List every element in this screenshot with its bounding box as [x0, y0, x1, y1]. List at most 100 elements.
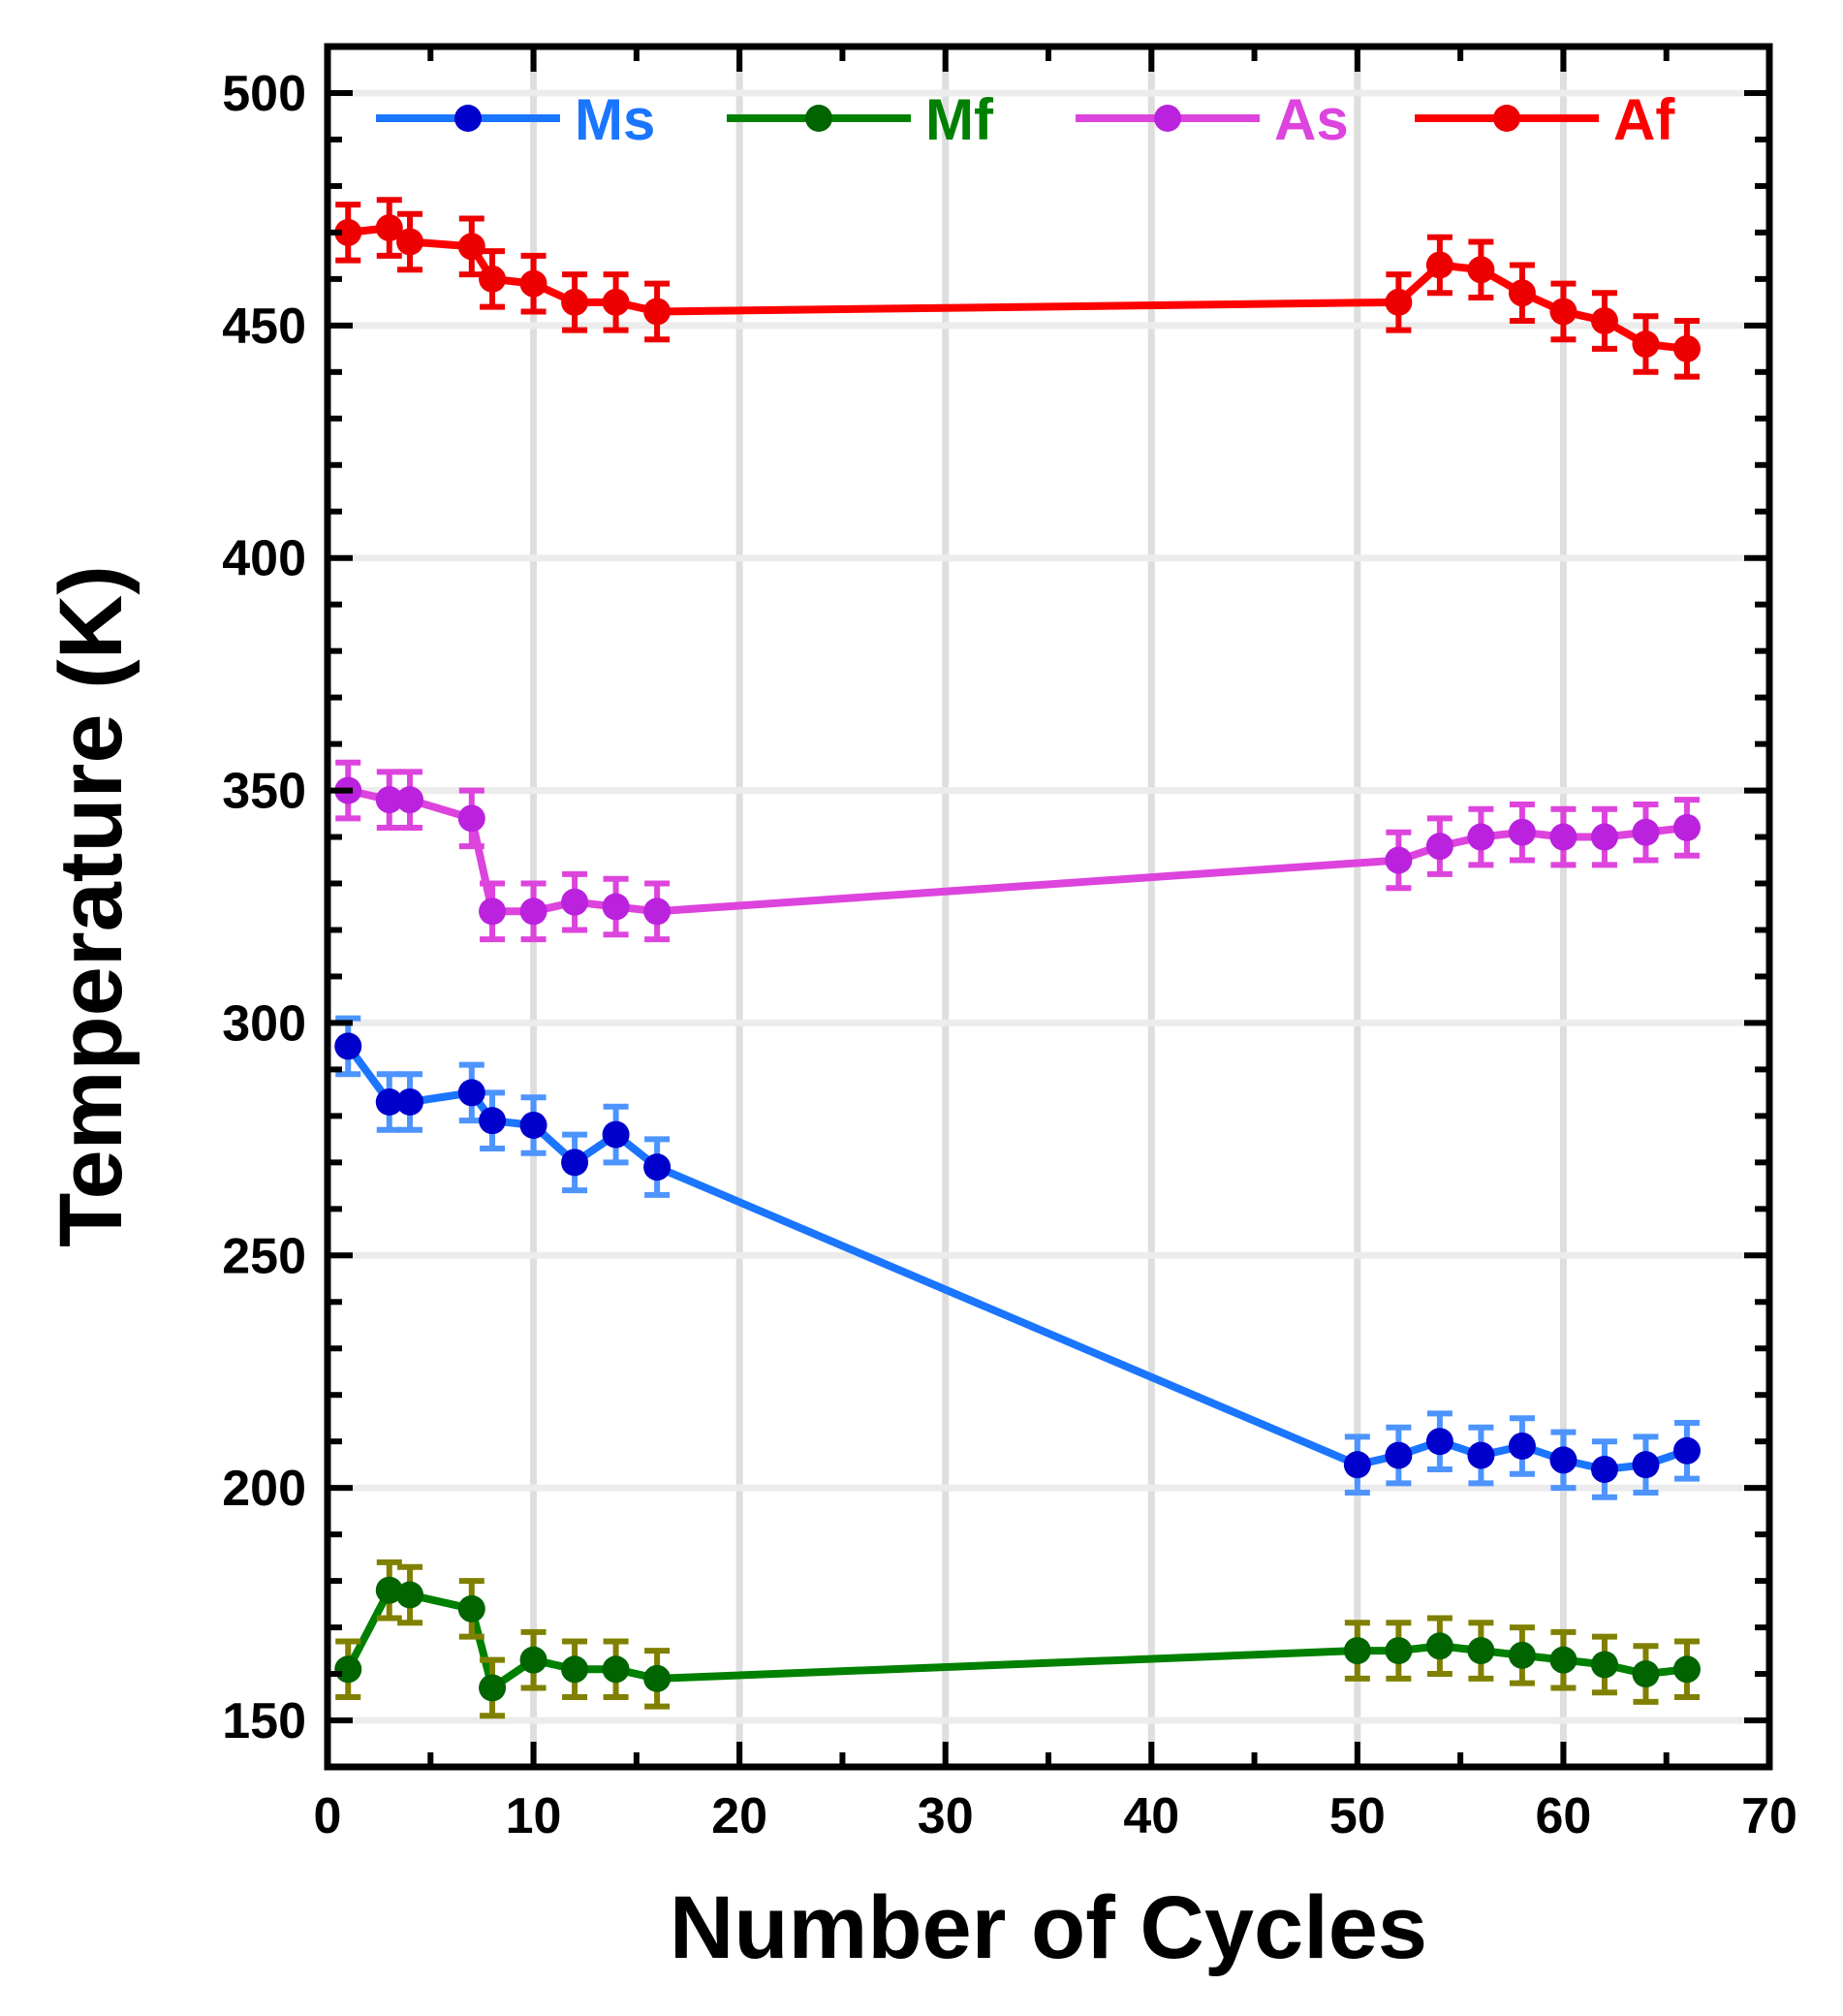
- x-tick-label: 40: [1123, 1788, 1179, 1844]
- data-point-as: [396, 786, 424, 814]
- legend-item-as: As: [1076, 87, 1349, 152]
- legend-label-as: As: [1274, 87, 1349, 152]
- y-axis-title: Temperature (K): [42, 565, 141, 1247]
- y-tick-label: 250: [222, 1228, 306, 1284]
- data-point-as: [1549, 823, 1577, 851]
- data-point-af: [1632, 331, 1660, 359]
- data-point-mf: [1590, 1651, 1618, 1679]
- data-point-af: [1467, 256, 1495, 284]
- data-point-mf: [1549, 1646, 1577, 1674]
- data-point-ms: [602, 1120, 630, 1149]
- data-point-ms: [457, 1079, 485, 1107]
- data-point-ms: [1343, 1451, 1371, 1479]
- data-point-ms: [519, 1111, 547, 1139]
- y-tick-label: 150: [222, 1693, 306, 1749]
- data-point-as: [1385, 846, 1413, 874]
- data-point-mf: [602, 1655, 630, 1684]
- y-tick-label: 200: [222, 1461, 306, 1517]
- data-point-mf: [1508, 1641, 1536, 1669]
- data-point-af: [457, 233, 485, 261]
- legend-marker-as: [1154, 105, 1181, 132]
- data-point-as: [1632, 818, 1660, 846]
- x-tick-label: 30: [918, 1788, 974, 1844]
- data-point-ms: [334, 1032, 362, 1060]
- y-tick-label: 500: [222, 66, 306, 122]
- data-point-mf: [643, 1664, 672, 1692]
- data-point-as: [1508, 818, 1536, 846]
- x-tick-label: 50: [1329, 1788, 1386, 1844]
- data-point-mf: [1467, 1637, 1495, 1665]
- data-point-as: [1425, 833, 1453, 861]
- data-point-af: [1549, 298, 1577, 326]
- y-tick-label: 350: [222, 764, 306, 820]
- data-point-af: [334, 218, 362, 246]
- data-point-mf: [479, 1674, 507, 1702]
- data-point-ms: [1632, 1451, 1660, 1479]
- axis-ticks: 0 10 20 30 40 50 60 70 150 200 250 300 350 400 450 500: [222, 47, 1797, 1844]
- data-point-as: [519, 898, 547, 926]
- y-tick-label: 400: [222, 531, 306, 587]
- data-point-ms: [375, 1087, 403, 1116]
- legend-label-ms: Ms: [575, 87, 655, 152]
- data-point-mf: [334, 1655, 362, 1684]
- legend-item-mf: Mf: [727, 87, 994, 152]
- data-point-af: [643, 298, 672, 326]
- legend-marker-ms: [454, 105, 482, 132]
- data-point-af: [1425, 251, 1453, 279]
- data-point-ms: [561, 1149, 589, 1177]
- data-point-as: [643, 898, 672, 926]
- data-point-ms: [1425, 1428, 1453, 1456]
- series-as: [334, 759, 1701, 943]
- data-point-af: [396, 228, 424, 256]
- data-point-mf: [561, 1655, 589, 1684]
- data-point-as: [1672, 813, 1701, 841]
- data-point-as: [375, 786, 403, 814]
- data-point-af: [479, 265, 507, 293]
- data-point-as: [602, 893, 630, 921]
- data-point-ms: [396, 1087, 424, 1116]
- legend-label-mf: Mf: [925, 87, 994, 152]
- data-point-af: [1385, 288, 1413, 316]
- series-mf: [334, 1559, 1701, 1719]
- y-tick-label: 450: [222, 299, 306, 355]
- data-point-as: [1467, 823, 1495, 851]
- x-tick-label: 0: [314, 1788, 342, 1844]
- data-point-ms: [1385, 1441, 1413, 1469]
- data-point-as: [457, 804, 485, 833]
- data-point-ms: [1549, 1446, 1577, 1474]
- legend-marker-mf: [805, 105, 832, 132]
- data-point-mf: [1343, 1637, 1371, 1665]
- legend-marker-af: [1493, 105, 1520, 132]
- data-point-af: [1672, 334, 1701, 362]
- data-point-af: [1508, 279, 1536, 307]
- data-point-af: [375, 214, 403, 242]
- data-point-mf: [375, 1576, 403, 1604]
- legend-item-af: Af: [1415, 87, 1675, 152]
- data-point-mf: [1385, 1637, 1413, 1665]
- data-point-af: [561, 288, 589, 316]
- data-point-as: [479, 898, 507, 926]
- data-point-as: [1590, 823, 1618, 851]
- data-point-af: [1590, 307, 1618, 335]
- grid: [328, 47, 1769, 1767]
- data-point-ms: [1467, 1441, 1495, 1469]
- series-ms: [334, 1015, 1701, 1500]
- y-tick-label: 300: [222, 995, 306, 1052]
- x-tick-label: 10: [506, 1788, 562, 1844]
- x-axis-title: Number of Cycles: [670, 1878, 1427, 1977]
- series-layer: [334, 197, 1701, 1719]
- x-tick-label: 70: [1741, 1788, 1797, 1844]
- data-point-ms: [1508, 1432, 1536, 1460]
- data-point-mf: [1632, 1660, 1660, 1688]
- series-af: [334, 197, 1701, 380]
- x-tick-label: 60: [1536, 1788, 1592, 1844]
- data-point-ms: [643, 1153, 672, 1181]
- legend: Ms Mf As Af: [376, 87, 1675, 152]
- data-point-mf: [396, 1581, 424, 1609]
- data-point-af: [519, 269, 547, 298]
- legend-label-af: Af: [1613, 87, 1675, 152]
- data-point-mf: [1425, 1632, 1453, 1660]
- data-point-ms: [1590, 1455, 1618, 1483]
